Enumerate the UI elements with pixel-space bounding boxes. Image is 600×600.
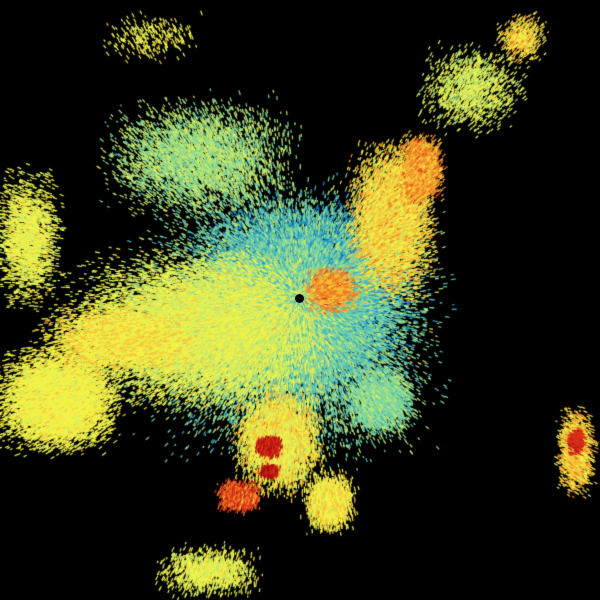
radar-site-marker xyxy=(295,294,304,303)
